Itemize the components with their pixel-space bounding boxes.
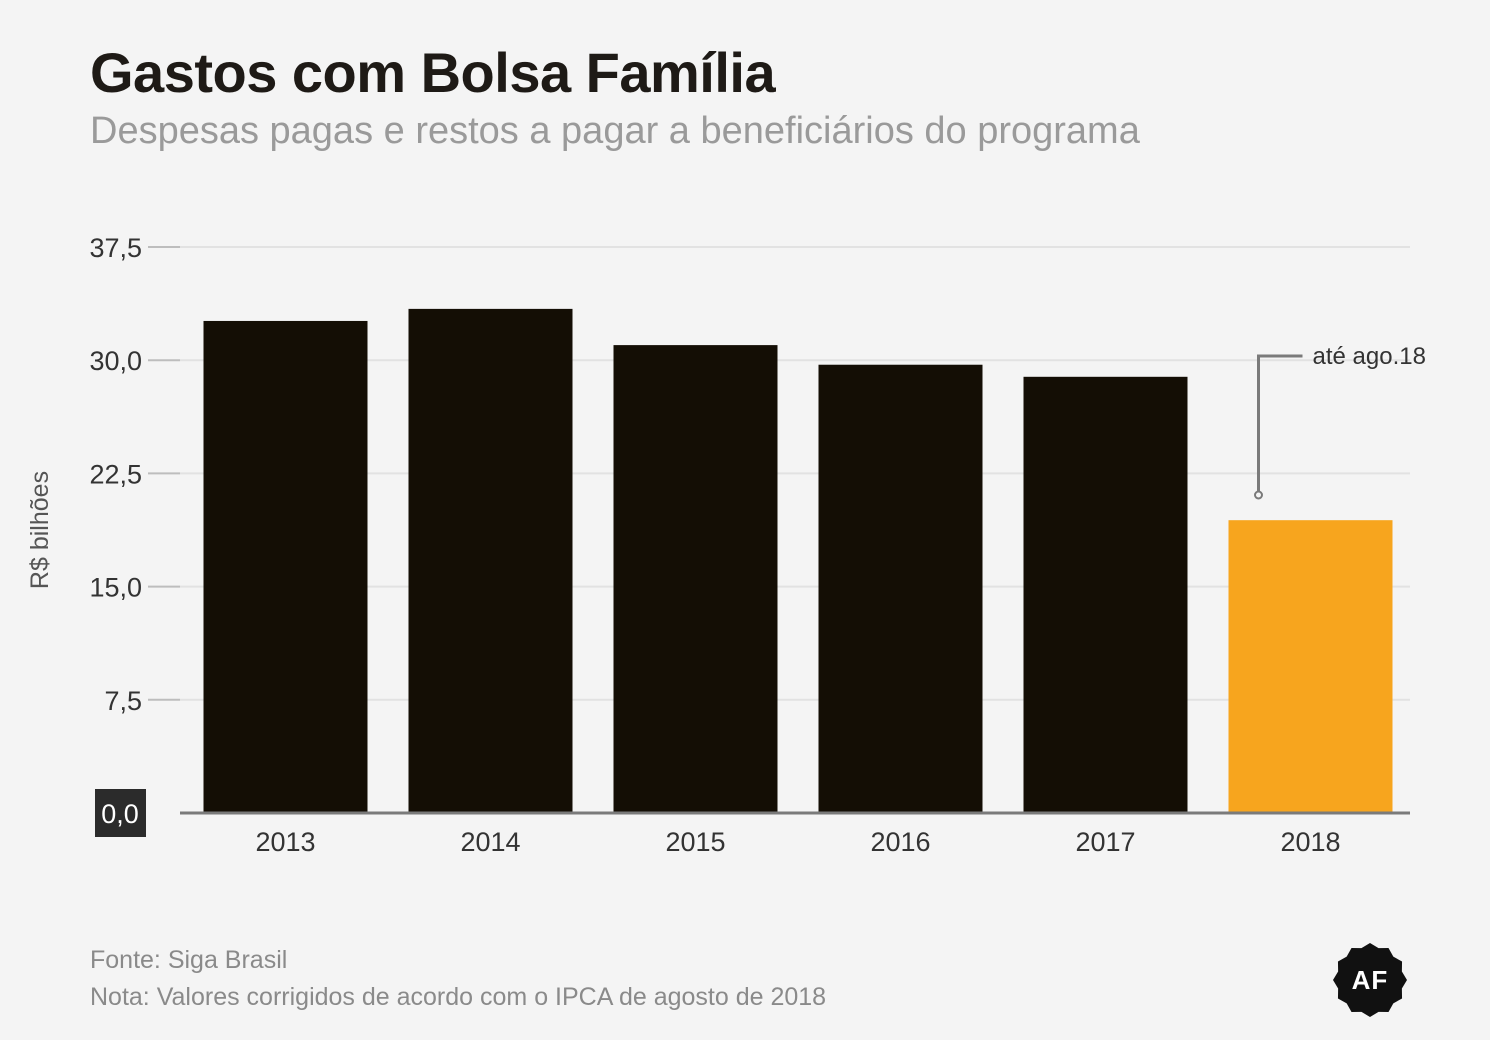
bar-2013 — [203, 320, 368, 813]
source-note: Fonte: Siga Brasil — [90, 946, 288, 974]
x-tick-label: 2017 — [1075, 827, 1135, 857]
annotation-label: até ago.18 — [1313, 343, 1426, 370]
chart-title: Gastos com Bolsa Família — [90, 41, 776, 104]
annotation: até ago.18 — [1254, 343, 1426, 500]
bar-2016 — [818, 364, 983, 813]
footnote: Nota: Valores corrigidos de acordo com o… — [90, 983, 827, 1011]
x-tick-label: 2014 — [460, 827, 520, 857]
bar-2018 — [1228, 520, 1393, 813]
x-tick-label: 2015 — [665, 827, 725, 857]
logo-badge-shape — [1333, 943, 1407, 1017]
y-tick-label: 0,0 — [101, 799, 139, 829]
chart-subtitle: Despesas pagas e restos a pagar a benefi… — [90, 110, 1140, 152]
bars — [203, 308, 1393, 813]
x-tick-label: 2018 — [1280, 827, 1340, 857]
x-tick-label: 2016 — [870, 827, 930, 857]
y-axis-label: R$ bilhões — [26, 471, 54, 589]
y-tick-label: 22,5 — [89, 459, 142, 489]
publisher-logo-badge: AF — [1332, 942, 1408, 1018]
bar-2014 — [408, 308, 573, 813]
x-axis-ticks: 2013 2014 2015 2016 2017 2018 — [255, 827, 1340, 857]
x-tick-label: 2013 — [255, 827, 315, 857]
grid-lines — [180, 246, 1410, 701]
bar-2015 — [613, 345, 778, 813]
y-tick-label: 37,5 — [89, 233, 142, 263]
y-tick-label: 15,0 — [89, 573, 142, 603]
y-axis-ticks: 0,0 7,5 15,0 22,5 30,0 37,5 — [89, 233, 180, 837]
y-tick-label: 7,5 — [104, 686, 142, 716]
y-tick-label: 30,0 — [89, 346, 142, 376]
y-zero-label-bg — [95, 789, 146, 837]
logo-text: AF — [1351, 964, 1389, 995]
bar-2017 — [1023, 376, 1188, 813]
annotation-dot — [1254, 490, 1263, 500]
annotation-leader-line — [1257, 354, 1303, 495]
